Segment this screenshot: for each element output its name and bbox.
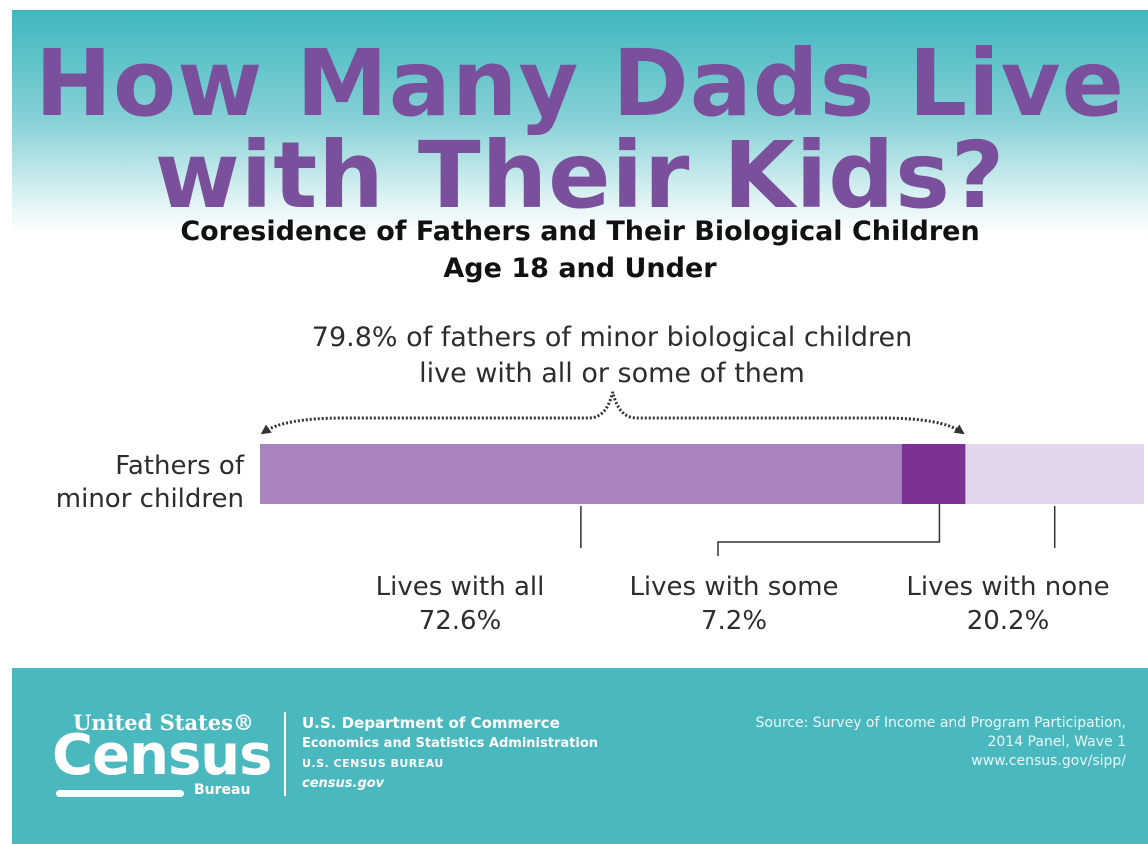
segment-name: Lives with none (906, 572, 1110, 602)
leader-line-lives-with-some (717, 504, 941, 556)
chart-subtitle-line-1: Coresidence of Fathers and Their Biologi… (180, 216, 980, 247)
source-line-2: 2014 Panel, Wave 1 (987, 734, 1126, 750)
bracket-annotation-line-2: live with all or some of them (419, 358, 805, 389)
segment-label-lives-with-all: Lives with all 72.6% (320, 570, 600, 638)
department-name: U.S. Department of Commerce (302, 714, 560, 732)
category-label: Fathers of minor children (12, 450, 244, 516)
bracket-annotation: 79.8% of fathers of minor biological chi… (262, 320, 962, 392)
category-label-line-2: minor children (55, 484, 244, 514)
bar-segment-lives-with-some (901, 444, 966, 504)
bar-segment-lives-with-none (965, 444, 1144, 504)
census-website-link[interactable]: census.gov (302, 776, 385, 791)
segment-label-lives-with-none: Lives with none 20.2% (868, 570, 1148, 638)
bracket-annotation-line-1: 79.8% of fathers of minor biological chi… (311, 322, 913, 353)
chart-subtitle-line-2: Age 18 and Under (443, 253, 717, 284)
bracket-arrow (260, 391, 965, 435)
source-url[interactable]: www.census.gov/sipp/ (971, 753, 1126, 769)
segment-name: Lives with some (629, 572, 839, 602)
chart-title: How Many Dads Live with Their Kids? (12, 38, 1148, 222)
segment-value: 20.2% (966, 606, 1050, 636)
category-label-line-1: Fathers of (115, 451, 244, 481)
source-line-1: Source: Survey of Income and Program Par… (755, 715, 1126, 731)
segment-name: Lives with all (375, 572, 545, 602)
census-bureau-logo[interactable]: United States® Census Bureau (52, 710, 272, 810)
bar-segment-lives-with-all (260, 444, 902, 504)
infographic-card: How Many Dads Live with Their Kids? Core… (12, 10, 1148, 844)
segment-value: 7.2% (700, 606, 768, 636)
administration-name: Economics and Statistics Administration (302, 736, 599, 751)
logo-bottom-text: Bureau (194, 782, 251, 798)
chart-title-line-1: How Many Dads Live (35, 30, 1125, 137)
department-block: U.S. Department of Commerce Economics an… (302, 712, 598, 794)
chart-subtitle: Coresidence of Fathers and Their Biologi… (12, 213, 1148, 287)
leader-lines (580, 504, 1056, 556)
logo-main-text: Census (52, 723, 272, 788)
bureau-name: U.S. CENSUS BUREAU (302, 757, 444, 770)
stacked-bar-chart (260, 391, 1144, 556)
footer: United States® Census Bureau U.S. Depart… (12, 668, 1148, 844)
segment-value: 72.6% (418, 606, 502, 636)
logo-underline (56, 790, 184, 797)
logo-top-text: United States® (73, 710, 254, 735)
chart-title-line-2: with Their Kids? (154, 122, 1006, 229)
source-note: Source: Survey of Income and Program Par… (756, 714, 1126, 771)
bar-segments (260, 444, 1144, 504)
segment-label-lives-with-some: Lives with some 7.2% (594, 570, 874, 638)
footer-divider (284, 712, 286, 796)
